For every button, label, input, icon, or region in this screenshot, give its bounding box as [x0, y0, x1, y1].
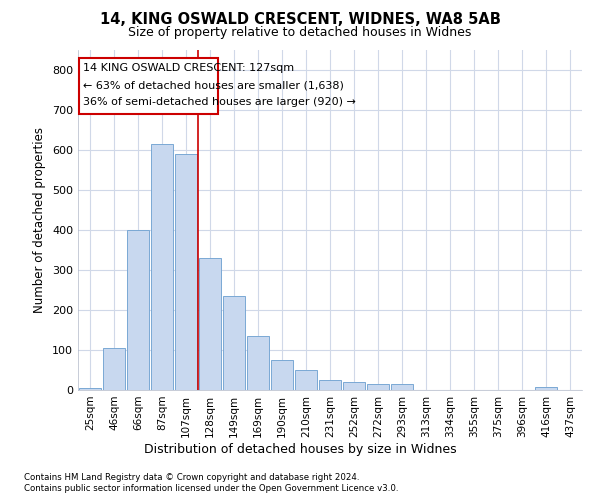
Bar — [271, 360, 293, 390]
Bar — [343, 382, 365, 390]
Bar — [199, 258, 221, 390]
Text: Distribution of detached houses by size in Widnes: Distribution of detached houses by size … — [143, 442, 457, 456]
Bar — [391, 384, 413, 390]
Bar — [79, 388, 101, 390]
Text: 14, KING OSWALD CRESCENT, WIDNES, WA8 5AB: 14, KING OSWALD CRESCENT, WIDNES, WA8 5A… — [100, 12, 500, 28]
Text: 36% of semi-detached houses are larger (920) →: 36% of semi-detached houses are larger (… — [83, 97, 356, 107]
Bar — [367, 384, 389, 390]
Text: ← 63% of detached houses are smaller (1,638): ← 63% of detached houses are smaller (1,… — [83, 80, 344, 90]
Bar — [535, 387, 557, 390]
Bar — [319, 380, 341, 390]
Bar — [103, 348, 125, 390]
Bar — [127, 230, 149, 390]
Bar — [247, 336, 269, 390]
Text: Contains public sector information licensed under the Open Government Licence v3: Contains public sector information licen… — [24, 484, 398, 493]
Bar — [223, 296, 245, 390]
Text: Size of property relative to detached houses in Widnes: Size of property relative to detached ho… — [128, 26, 472, 39]
Bar — [295, 370, 317, 390]
FancyBboxPatch shape — [79, 58, 218, 114]
Y-axis label: Number of detached properties: Number of detached properties — [34, 127, 46, 313]
Bar — [151, 144, 173, 390]
Bar — [175, 154, 197, 390]
Text: 14 KING OSWALD CRESCENT: 127sqm: 14 KING OSWALD CRESCENT: 127sqm — [83, 63, 294, 73]
Text: Contains HM Land Registry data © Crown copyright and database right 2024.: Contains HM Land Registry data © Crown c… — [24, 472, 359, 482]
